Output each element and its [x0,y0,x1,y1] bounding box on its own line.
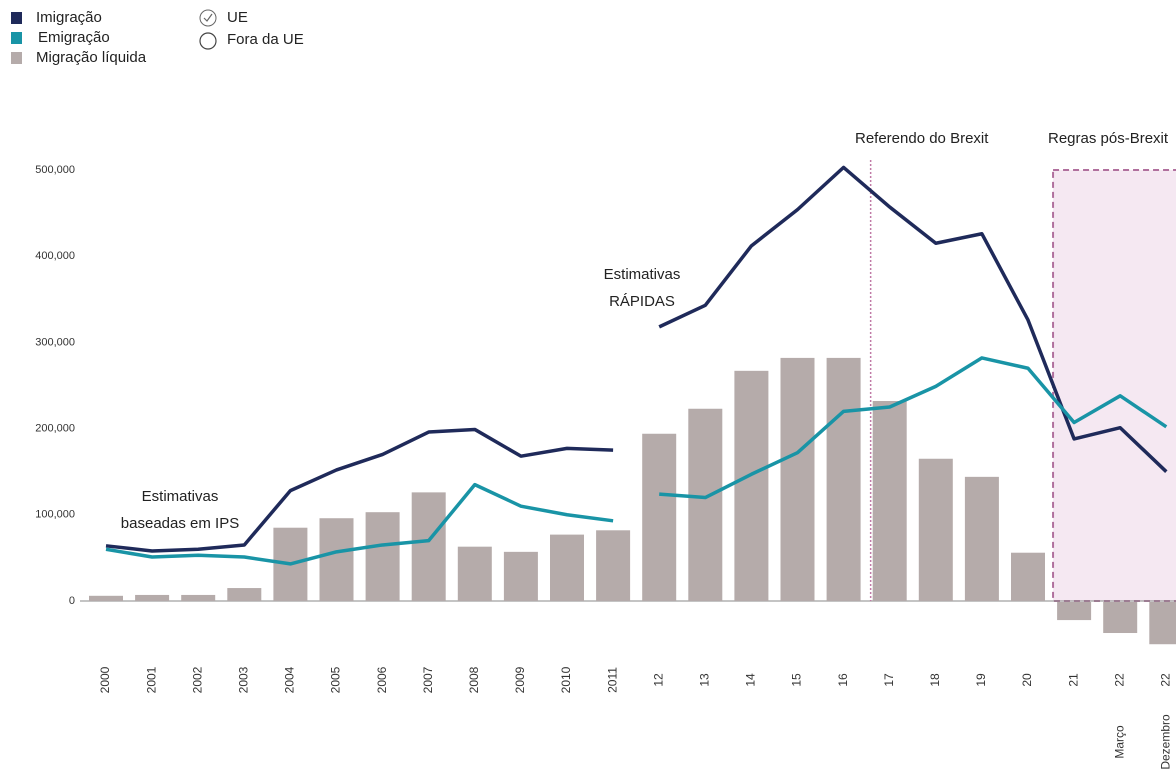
x-sub-label: Dezembro [1158,714,1172,770]
legend-icon-fora [199,32,217,50]
bar [872,400,907,601]
bar [89,595,123,601]
bar [503,551,538,601]
legend-swatch [11,52,22,64]
bar [550,534,584,601]
y-tick-label: 0 [69,595,75,607]
x-tick-label: 13 [697,673,711,687]
x-tick-label: 20 [1020,673,1034,687]
x-tick-label: 21 [1066,673,1080,687]
x-tick-label: 2011 [605,667,619,693]
bar [826,357,861,601]
x-tick-label: 22 [1112,673,1126,687]
x-tick-label: 2006 [375,666,389,693]
legend-swatch [11,12,22,24]
bar [918,458,953,601]
annotation: baseadas em IPS [121,515,239,532]
bar [642,433,677,601]
legend-icon-ue [199,9,217,27]
bar [365,512,400,601]
line-ips [105,427,614,553]
x-tick-label: 16 [836,673,850,687]
x-tick-label: 2010 [559,666,573,693]
x-tick-label: 17 [882,673,896,687]
legend-label: Emigração [38,29,110,46]
x-tick-label: 22 [1158,673,1172,687]
x-tick-label: 2002 [190,666,204,693]
legend-swatch [11,32,22,44]
annotation: RÁPIDAS [609,293,675,310]
annotation: Estimativas [142,488,219,505]
bar [688,408,723,601]
bar [319,518,354,601]
y-tick-label: 100,000 [35,509,75,521]
y-tick-label: 300,000 [35,336,75,348]
bar [964,476,999,601]
y-tick-label: 200,000 [35,422,75,434]
x-tick-label: 2009 [513,666,527,693]
x-tick-label: 19 [974,673,988,687]
bar [734,370,769,601]
x-tick-label: 2005 [329,666,343,693]
annotation: Estimativas [604,266,681,283]
legend-label: Imigração [36,9,102,26]
bar [457,546,492,601]
x-tick-label: 2004 [283,666,297,693]
x-tick-label: 2008 [467,666,481,693]
bar [1011,552,1045,601]
x-tick-label: 12 [651,673,665,687]
legend-label: Migração líquida [36,49,147,66]
x-tick-label: 14 [744,673,758,687]
bar [1103,601,1138,634]
x-sub-label: Março [1112,725,1126,759]
bar [1149,601,1176,645]
bar [596,530,631,601]
line-rapid [659,356,1168,500]
legend-check [203,13,213,22]
post-brexit-label: Regras pós-Brexit [1048,130,1169,147]
bar [780,357,815,601]
x-tick-label: 2003 [236,666,250,693]
brexit-label: Referendo do Brexit [855,130,989,147]
legend-label: Fora da UE [227,31,304,48]
post-brexit-region [1052,169,1176,602]
bar [181,594,216,601]
line-ips [105,482,614,566]
bar [411,492,446,601]
legend-label: UE [227,9,248,26]
bar [227,588,262,601]
y-tick-label: 400,000 [35,250,75,262]
x-tick-label: 2000 [98,666,112,693]
bar [1057,601,1092,621]
line-rapid [658,165,1168,473]
bar [135,594,170,601]
x-tick-label: 2007 [421,666,435,693]
x-tick-label: 15 [790,673,804,687]
y-tick-label: 500,000 [35,164,75,176]
x-tick-label: 2001 [144,666,158,693]
x-tick-label: 18 [928,673,942,687]
